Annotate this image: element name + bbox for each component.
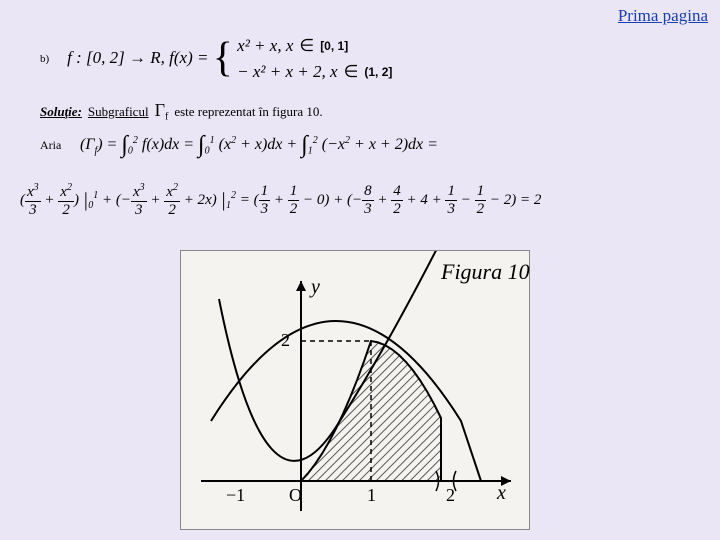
figure-10: Figura 10 −1 O 1 2 2 x y xyxy=(180,250,530,530)
aria-integral: (Γf) = ∫02 f(x)dx = ∫01 (x2 + x)dx + ∫12… xyxy=(80,132,438,159)
aria-label: Aria xyxy=(40,138,61,153)
solution-label: Soluţie: xyxy=(40,104,82,120)
problem-label: b) xyxy=(40,53,49,65)
tick-origin: O xyxy=(289,485,302,505)
function-def: f : [0, 2] → R, f(x) = { x² + x, x ∈ [0,… xyxy=(67,36,392,82)
subgraf-text: Subgraficul xyxy=(88,104,149,120)
problem-definition: b) f : [0, 2] → R, f(x) = { x² + x, x ∈ … xyxy=(40,36,392,82)
gamma-symbol: Γf xyxy=(155,100,169,123)
figure-svg: Figura 10 −1 O 1 2 2 x y xyxy=(181,251,531,531)
x-label: x xyxy=(496,482,506,504)
tick-1: 1 xyxy=(367,485,376,505)
prima-pagina-link[interactable]: Prima pagina xyxy=(618,6,708,26)
figure-title: Figura 10 xyxy=(440,259,530,284)
y-axis-arrow xyxy=(296,281,306,291)
y-label: y xyxy=(309,276,320,298)
ytick-2: 2 xyxy=(281,330,290,350)
tick-minus1: −1 xyxy=(226,485,245,505)
tick-2: 2 xyxy=(446,485,455,505)
solution-line: Soluţie: Subgraficul Γf este reprezentat… xyxy=(40,100,323,123)
long-calculation: (x33 + x22) |01 + (−x33 + x22 + 2x) |12 … xyxy=(20,182,541,219)
solution-rest: este reprezentat în figura 10. xyxy=(174,104,322,120)
